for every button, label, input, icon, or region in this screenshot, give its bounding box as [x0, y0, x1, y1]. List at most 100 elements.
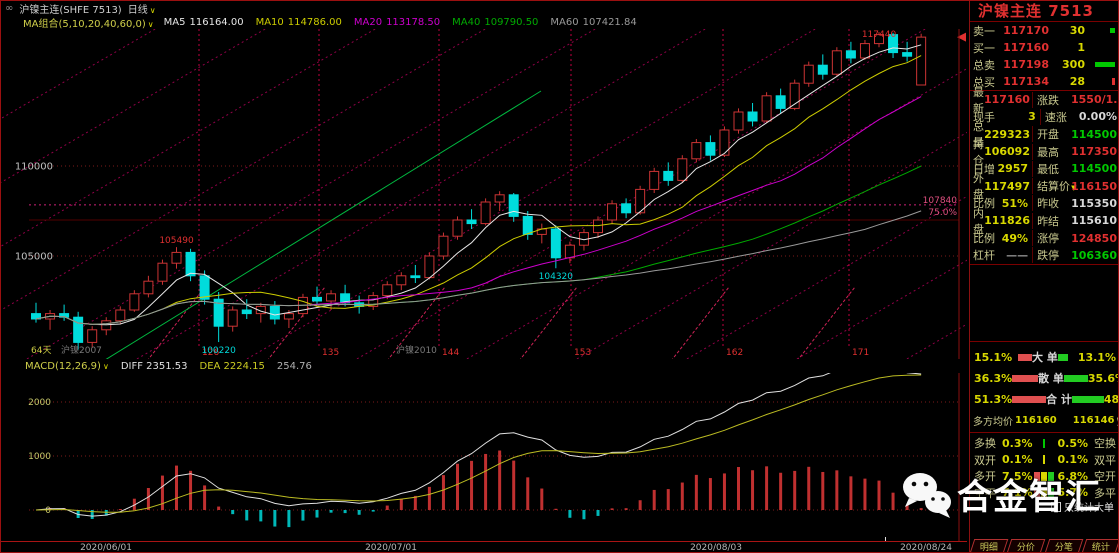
candle [508, 194, 519, 217]
cycle-diagonal [387, 286, 446, 359]
ma-line [35, 96, 922, 325]
quote-label: 最低 [1037, 162, 1060, 176]
macd-chart[interactable]: 2000 1000 0 [1, 373, 967, 541]
quote-value: 49% [1001, 231, 1029, 245]
candle [607, 203, 618, 221]
quote-panel: 沪镍主连 7513 卖一 117170 30 买一 117160 1 总卖 117198 300… [969, 1, 1118, 552]
ma-line [35, 55, 922, 325]
macd-header: MACD(12,26,9) ∨ DIFF 2351.53 DEA 2224.15 … [25, 360, 312, 372]
gann-diagonal [1, 29, 157, 120]
green-tick-icon [1043, 438, 1045, 448]
date-tick-label: 2020/08/03 [690, 543, 742, 553]
book-qty: 30 [1069, 24, 1085, 37]
flow-label: 空开 [1094, 470, 1116, 484]
period-selector[interactable]: 日线 ∨ [128, 1, 156, 16]
quote-label[interactable]: 结算价▼ [1037, 180, 1077, 194]
candlestick-chart[interactable]: 110000 105000 107840 75.0% 126 135 144 153 162 17… [1, 29, 967, 359]
quote-value: —— [1006, 248, 1029, 262]
ma-values: MA5 116164.00 MA10 114786.00 MA20 113178.50 MA… [164, 17, 637, 28]
dea-line [35, 374, 922, 513]
candle [635, 188, 646, 214]
size-stat-row: 51.3% 合 计 48.7% [970, 389, 1118, 410]
candle [312, 296, 322, 302]
candle [199, 275, 210, 300]
period-label: 日线 [127, 4, 148, 16]
quote-label: 昨结 [1037, 214, 1060, 228]
quote-label: 涨跌 [1037, 93, 1059, 107]
ma-indicator-bar: MA组合(5,10,20,40,60,0) ∨ MA5 116164.00 MA10 1… [23, 15, 967, 30]
quote-value: 116150 [1071, 179, 1117, 193]
sell-pct: 35.6% [1087, 371, 1118, 385]
quote-label: 速涨 [1044, 110, 1067, 124]
buy-pct: 51.3% [974, 392, 1013, 406]
quote-label: 最新 [973, 85, 984, 115]
quote-value: 114500 [1071, 162, 1117, 176]
stat-label: 合 计 [1046, 393, 1072, 407]
checkbox-label: 只统计大单 [1064, 503, 1114, 515]
candle [171, 251, 182, 264]
red-bar-icon [1112, 78, 1115, 85]
ma-item: MA5 116164.00 [163, 16, 244, 28]
tab-stats[interactable]: 统计 [1081, 539, 1118, 552]
diff-line [35, 373, 922, 517]
candle [466, 219, 477, 225]
quote-label: 开盘 [1037, 128, 1060, 142]
quote-value: 115610 [1071, 214, 1117, 228]
book-price: 117170 [1003, 24, 1049, 37]
last-price-arrow [957, 32, 966, 42]
flow-label: 双开 [974, 453, 996, 467]
checkbox[interactable]: ✓ [1051, 501, 1061, 512]
quote-value: 0.00% [1078, 110, 1117, 124]
segment-bar-icon [1034, 488, 1054, 498]
green-bar-icon [1071, 395, 1104, 403]
segment-bar-icon [1034, 471, 1054, 481]
candle [157, 262, 168, 282]
axis-tick [885, 537, 886, 541]
buy-pct: 36.3% [974, 371, 1013, 385]
flow-pct: 0.3% [1002, 436, 1033, 450]
candle [73, 316, 84, 343]
quote-row: 杠杆 —— 跌停 106360 [970, 247, 1118, 264]
quote-value: 3 [1028, 110, 1036, 124]
cycle-diagonal [267, 286, 326, 359]
tab-details[interactable]: 明细 [969, 539, 1009, 552]
flow-pct: 0.1% [1057, 453, 1088, 467]
book-label: 卖一 [973, 24, 995, 38]
tab-price-dist[interactable]: 分价 [1006, 539, 1046, 552]
bottom-tabs: 明细 分价 分笔 统计 [969, 539, 1118, 552]
flow-row: 多换 0.3% 0.5% 空换 [970, 435, 1118, 452]
candle [522, 215, 533, 235]
candle [817, 64, 828, 75]
contract-watermark: 沪镍2007 [61, 344, 102, 356]
quote-value: 124850 [1071, 231, 1117, 245]
ma-combo-selector[interactable]: MA组合(5,10,20,40,60,0) ∨ [23, 15, 154, 30]
candle [480, 201, 491, 225]
book-qty: 1 [1077, 41, 1085, 54]
quote-value: 2957 [997, 162, 1029, 176]
quote-label: 内盘 [973, 206, 984, 236]
candle [593, 219, 603, 234]
size-stat-row: 36.3% 散 单 35.6% [970, 368, 1118, 389]
quote-label: 外盘 [973, 172, 984, 202]
quote-row: 外盘 117497 结算价▼ 116150 [970, 172, 1118, 201]
ma-line [35, 210, 922, 325]
candle [368, 295, 379, 307]
quote-value: 117160 [984, 93, 1030, 107]
flow-pct: 7.1% [1002, 486, 1033, 500]
macd-dea-value: DEA 2224.15 [199, 360, 265, 372]
tab-tick[interactable]: 分笔 [1044, 539, 1084, 552]
macd-name: MACD(12,26,9) [25, 360, 101, 372]
stat-label: 散 单 [1038, 372, 1064, 386]
macd-axis-label: 0 [45, 506, 51, 516]
candle [719, 129, 730, 156]
candle [227, 309, 238, 327]
gann-diagonal [25, 29, 597, 359]
macd-indicator-selector[interactable]: MACD(12,26,9) ∨ [25, 361, 109, 372]
gann-diagonal [465, 68, 967, 359]
quote-row: 总量 229323 开盘 114500 [970, 120, 1118, 149]
quote-row: 日增 2957 最低 114500 [970, 160, 1118, 177]
quote-label: 昨收 [1037, 197, 1060, 211]
candle [902, 52, 913, 57]
